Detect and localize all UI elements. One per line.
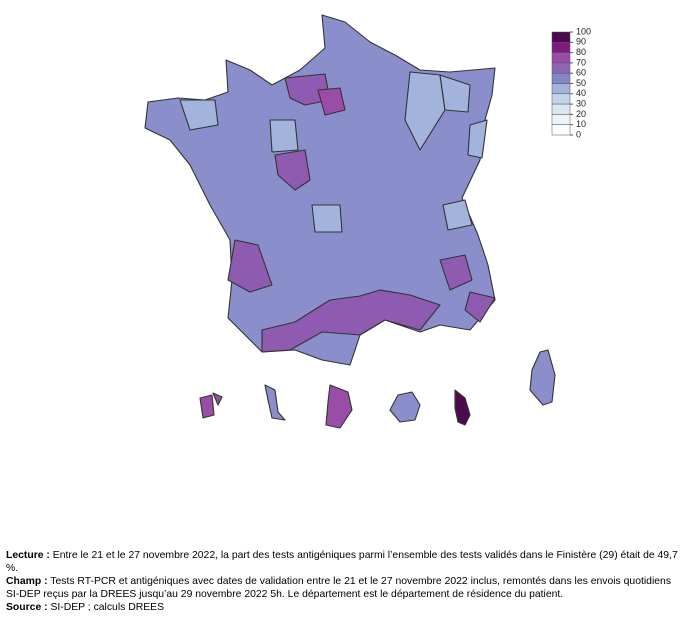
region-light: [269, 119, 299, 153]
legend-tick-label: 10: [576, 119, 586, 129]
legend-tick-label: 60: [576, 68, 586, 78]
legend-tick-label: 0: [576, 129, 581, 139]
region-purple: [274, 149, 311, 191]
note-label: Source :: [6, 602, 48, 613]
corsica: [529, 349, 556, 406]
legend-tick-label: 70: [576, 57, 586, 67]
legend-swatch: [551, 124, 571, 136]
note-text: Entre le 21 et le 27 novembre 2022, la p…: [6, 550, 678, 574]
region-purple: [227, 239, 273, 293]
guyane: [325, 384, 353, 429]
mayotte: [454, 389, 471, 426]
region-light: [404, 71, 446, 151]
region-purple: [439, 254, 473, 291]
legend-tick-label: 30: [576, 98, 586, 108]
region-light: [442, 199, 473, 231]
legend-tick-label: 20: [576, 109, 586, 119]
legend-swatch: [551, 114, 571, 125]
note: Lecture : Entre le 21 et le 27 novembre …: [6, 549, 678, 575]
legend-swatch: [551, 83, 571, 95]
region-light: [179, 99, 219, 131]
note: Champ : Tests RT-PCR et antigéniques ave…: [6, 575, 678, 601]
note-label: Lecture :: [6, 550, 50, 561]
legend-swatch: [551, 42, 571, 53]
region-light: [311, 204, 343, 233]
legend-swatch: [551, 31, 571, 43]
legend-swatch: [551, 103, 571, 115]
martinique: [264, 384, 286, 421]
note-label: Champ :: [6, 576, 48, 587]
legend-swatch: [551, 62, 571, 74]
region-light: [467, 119, 488, 159]
legend-swatch: [551, 52, 571, 64]
note-text: SI-DEP ; calculs DREES: [50, 602, 165, 613]
legend-tick-label: 90: [576, 37, 586, 47]
region-purple: [261, 289, 441, 353]
region-purple: [284, 73, 331, 106]
notes: Lecture : Entre le 21 et le 27 novembre …: [6, 549, 678, 614]
legend-swatch: [551, 93, 571, 105]
region-light: [439, 74, 471, 113]
legend-tick-label: 50: [576, 78, 586, 88]
guadeloupe: [199, 392, 223, 419]
note-text: Tests RT-PCR et antigéniques avec dates …: [6, 576, 672, 600]
note: Source : SI-DEP ; calculs DREES: [6, 601, 678, 614]
region-purple: [317, 87, 346, 116]
legend-tick-label: 100: [576, 26, 591, 36]
legend-tick-label: 40: [576, 88, 586, 98]
legend-swatch: [551, 72, 571, 84]
region-purple: [464, 291, 496, 323]
legend-tick-label: 80: [576, 47, 586, 57]
reunion: [389, 391, 421, 423]
